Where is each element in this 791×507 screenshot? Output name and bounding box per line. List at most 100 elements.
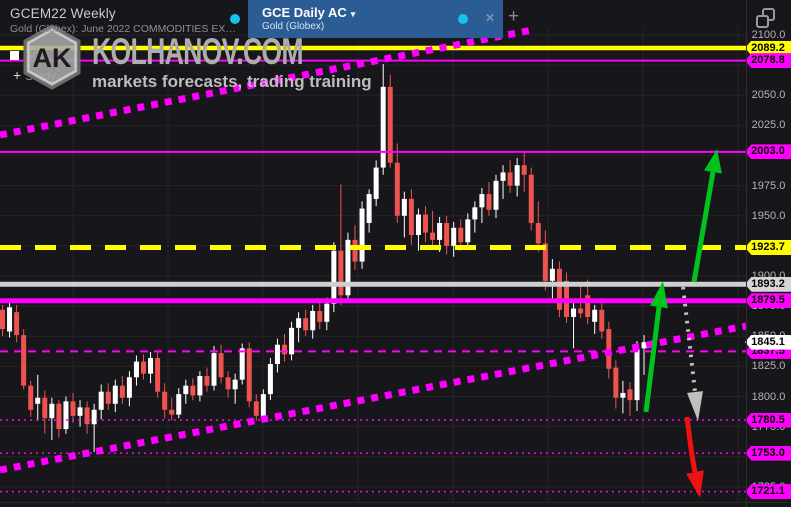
candle-body	[133, 361, 139, 378]
candle-body	[126, 377, 132, 398]
candle-body	[7, 307, 13, 332]
candle-body	[359, 208, 365, 262]
candle-body	[387, 86, 393, 163]
candle-body	[176, 394, 182, 415]
ak-logo-hexagon-inner	[27, 28, 77, 86]
candle-body	[260, 394, 266, 416]
candle-body	[437, 223, 443, 240]
price-axis[interactable]: 2100.02075.02050.02025.02000.01975.01950…	[745, 0, 791, 507]
candle-body	[98, 391, 104, 410]
price-tick: 2025.0	[751, 119, 786, 132]
candle-body	[232, 379, 238, 390]
candle-body	[556, 268, 562, 310]
price-tick: 2100.0	[751, 29, 786, 42]
candle-body	[514, 165, 520, 186]
price-level-badge: 1780.5	[745, 412, 791, 428]
tab-gce-daily[interactable]: GCE Daily AC ▾ Gold (Globex) ✕	[248, 0, 503, 38]
candle-body	[190, 385, 196, 396]
candle-body	[571, 308, 577, 317]
candle-body	[14, 312, 20, 336]
price-tick: 1825.0	[751, 360, 786, 373]
candle-body	[627, 389, 633, 401]
candle-body	[634, 348, 640, 401]
plus-icon: +	[13, 67, 22, 83]
price-tick: 2050.0	[751, 89, 786, 102]
candle-body	[641, 342, 647, 349]
price-tick: 1800.0	[751, 390, 786, 403]
gray-dotted-down-arrow[interactable]	[681, 286, 697, 393]
price-tick: 1950.0	[751, 209, 786, 222]
candle-body	[430, 232, 436, 240]
lower-channel[interactable]	[0, 322, 747, 474]
green-up-arrow-1-head[interactable]	[650, 281, 668, 309]
candle-body	[56, 403, 62, 430]
candle-body	[162, 391, 168, 410]
candle-body	[155, 357, 161, 392]
add-tab-button[interactable]: +	[508, 6, 520, 27]
candle-body	[444, 223, 450, 246]
candle-body	[401, 198, 407, 216]
green-up-arrow-1[interactable]	[643, 306, 662, 413]
chevron-down-icon[interactable]: ▾	[350, 9, 356, 19]
tab-status-dot	[458, 14, 468, 24]
candle-body	[282, 344, 287, 355]
candle-body	[148, 357, 154, 374]
ak-logo-text: AK	[33, 43, 72, 73]
candle-body	[169, 409, 175, 415]
candle-body	[345, 239, 351, 296]
candle-body	[303, 318, 309, 331]
candle-body	[35, 397, 41, 404]
candle-body	[310, 310, 316, 331]
candle-body	[549, 268, 555, 281]
tab-close-icon[interactable]: ✕	[484, 11, 495, 25]
candle-body	[274, 344, 280, 364]
candle-body	[493, 180, 499, 210]
gray-dotted-down-arrow-head[interactable]	[687, 391, 703, 421]
candle-body	[0, 309, 5, 330]
green-up-arrow-2[interactable]	[691, 171, 716, 283]
candle-body	[204, 376, 210, 386]
candle-body	[535, 223, 541, 244]
green-up-arrow-2-head[interactable]	[704, 149, 722, 174]
candle-body	[218, 353, 224, 378]
tab-subtitle: Gold (Globex)	[262, 21, 325, 32]
study-checkbox[interactable]	[10, 51, 19, 60]
candle-body	[296, 318, 302, 328]
symbol-title: GCEM22 Weekly	[10, 6, 116, 21]
candle-body	[415, 214, 421, 236]
candle-body	[324, 303, 330, 322]
price-level-badge: 2078.8	[745, 53, 791, 69]
ak-logo-hexagon	[23, 24, 81, 90]
candle-body	[141, 361, 146, 374]
price-level-badge: 1923.7	[745, 239, 791, 255]
candle-body	[592, 309, 598, 322]
price-tick: 1975.0	[751, 179, 786, 192]
candle-body	[458, 227, 464, 243]
price-level-badge: 1893.2	[745, 276, 791, 292]
tab-title: GCE Daily AC	[262, 5, 347, 20]
upper-channel[interactable]	[0, 26, 533, 139]
window-layout-icon[interactable]	[752, 5, 780, 33]
red-down-arrow[interactable]	[684, 416, 698, 473]
candle-body	[585, 295, 591, 317]
candle-body	[613, 367, 619, 398]
candle-body	[112, 385, 118, 404]
candle-body	[479, 194, 485, 208]
candle-body	[423, 214, 428, 233]
symbol-header[interactable]: GCEM22 Weekly Gold (Globex): June 2022 C…	[10, 6, 236, 35]
candle-body	[528, 174, 534, 224]
candle-body	[197, 376, 203, 396]
candle-body	[394, 162, 400, 216]
axis-separator	[746, 0, 747, 507]
candle-body	[620, 392, 626, 398]
candle-body	[42, 397, 48, 419]
candle-body	[408, 198, 414, 236]
red-down-arrow-head[interactable]	[686, 470, 704, 498]
candle-body	[542, 243, 548, 281]
price-level-badge: 2089.2	[745, 40, 791, 56]
status-dot	[230, 14, 240, 24]
candle-body	[84, 407, 90, 425]
price-level-badge: 1721.1	[745, 484, 791, 500]
